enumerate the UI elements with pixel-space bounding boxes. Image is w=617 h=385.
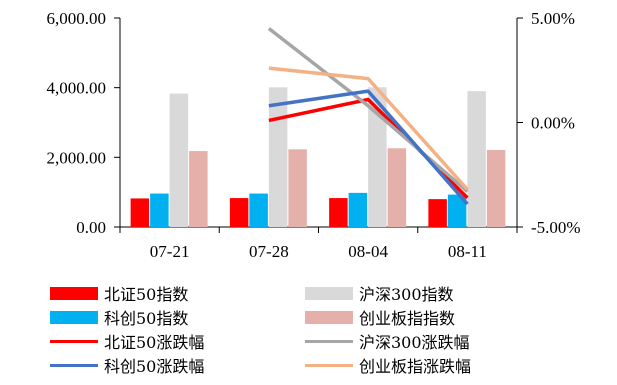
combo-chart: 0.00 2,000.00 4,000.00 6,000.00 -5.00% 0.00%…: [47, 9, 581, 261]
legend-label: 创业板指指数: [359, 309, 456, 328]
legend-swatch: [50, 310, 98, 324]
legend-swatch: [305, 286, 353, 300]
bar: [189, 151, 208, 227]
bar: [268, 87, 288, 228]
left-tick-label: 4,000.00: [47, 79, 107, 98]
line-series: [267, 27, 469, 206]
left-y-axis: 0.00 2,000.00 4,000.00 6,000.00: [47, 9, 121, 237]
legend-swatch: [50, 363, 98, 367]
legend-label: 沪深300指数: [359, 285, 454, 304]
legend: 北证50指数 沪深300指数科创50指数 创业板指指数北证50涨跌幅 沪深300涨跌幅…: [0, 282, 617, 385]
legend-item: 创业板指指数: [305, 306, 455, 328]
bar: [249, 193, 268, 227]
bar: [288, 149, 307, 227]
bar: [387, 148, 407, 227]
left-tick-label: 2,000.00: [47, 148, 107, 167]
legend-label: 科创50指数: [104, 309, 189, 328]
x-tick-label: 08-04: [348, 242, 388, 261]
left-tick-label: 0.00: [76, 218, 106, 237]
legend-swatch: [305, 363, 353, 367]
x-axis: 07-21 07-28 08-04 08-11: [119, 226, 518, 261]
x-tick-label: 07-28: [249, 242, 289, 261]
right-tick-label: 5.00%: [531, 9, 575, 28]
bar: [486, 150, 506, 227]
bar: [348, 192, 368, 227]
x-tick-label: 08-11: [448, 242, 487, 261]
bar: [229, 198, 249, 227]
legend-swatch: [305, 339, 353, 343]
series-line: [268, 89, 469, 206]
legend-swatch: [50, 286, 98, 300]
legend-swatch: [50, 339, 98, 343]
bar: [428, 199, 447, 227]
bar: [329, 198, 348, 227]
legend-item: 沪深300涨跌幅: [305, 330, 470, 352]
bar: [368, 87, 387, 228]
legend-label: 北证50指数: [104, 285, 189, 304]
bar: [150, 193, 169, 227]
legend-label: 沪深300涨跌幅: [359, 333, 470, 352]
series-line: [267, 27, 469, 193]
bar: [130, 198, 150, 227]
legend-label: 北证50涨跌幅: [104, 333, 205, 352]
legend-swatch: [305, 310, 353, 324]
right-y-axis: -5.00% 0.00% 5.00%: [516, 9, 581, 237]
series-line: [268, 66, 469, 191]
bar: [447, 194, 467, 227]
legend-item: 北证50指数: [50, 282, 188, 304]
legend-item: 科创50涨跌幅: [50, 354, 204, 376]
legend-item: 科创50指数: [50, 306, 188, 328]
right-tick-label: -5.00%: [531, 218, 581, 237]
bar: [169, 93, 189, 227]
bar-series: [130, 87, 506, 228]
legend-item: 创业板指涨跌幅: [305, 354, 471, 376]
bar: [467, 91, 486, 228]
legend-item: 北证50涨跌幅: [50, 330, 204, 352]
x-tick-label: 07-21: [150, 242, 190, 261]
legend-item: 沪深300指数: [305, 282, 454, 304]
legend-label: 创业板指涨跌幅: [359, 357, 472, 376]
legend-label: 科创50涨跌幅: [104, 357, 205, 376]
right-tick-label: 0.00%: [531, 114, 575, 133]
left-tick-label: 6,000.00: [47, 9, 107, 28]
